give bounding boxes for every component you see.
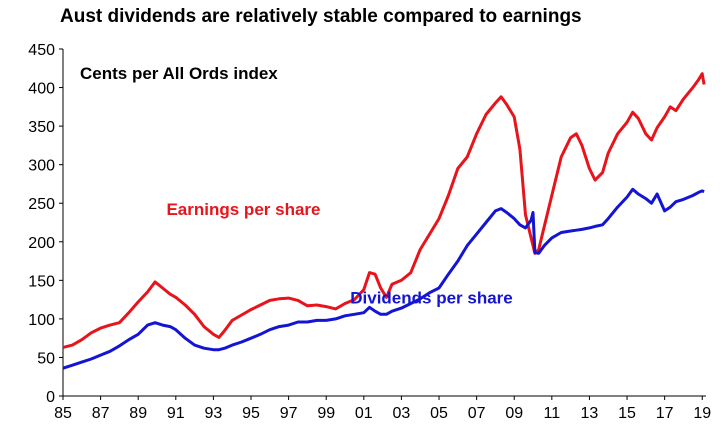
axes	[62, 49, 706, 397]
x-tick-label: 93	[205, 405, 223, 422]
x-tick-label: 91	[167, 405, 185, 422]
y-tick-label: 150	[28, 273, 55, 290]
series-line-dividends-per-share	[62, 187, 705, 370]
series-lines	[62, 72, 706, 370]
y-tick-label: 350	[28, 119, 55, 136]
y-tick-label: 400	[28, 81, 55, 98]
x-tick-label: 07	[468, 405, 486, 422]
y-tick-label: 200	[28, 235, 55, 252]
x-tick-label: 89	[129, 405, 147, 422]
chart-title: Aust dividends are relatively stable com…	[60, 6, 582, 27]
x-tick-label: 17	[656, 405, 674, 422]
x-tick-label: 95	[242, 405, 260, 422]
x-tick-label: 01	[355, 405, 373, 422]
x-tick-label: 99	[317, 405, 335, 422]
x-tick-label: 87	[92, 405, 110, 422]
y-tick-label: 0	[46, 389, 55, 406]
y-tick-label: 300	[28, 158, 55, 175]
x-tick-label: 15	[618, 405, 636, 422]
x-tick-label: 19	[693, 405, 711, 422]
y-tick-label: 50	[37, 350, 55, 367]
annotations: Earnings per share Dividends per share	[166, 200, 512, 308]
x-tick-label: 09	[505, 405, 523, 422]
y-tick-label: 450	[28, 42, 55, 59]
x-tick-label: 97	[280, 405, 298, 422]
x-tick-label: 05	[430, 405, 448, 422]
series-annotation: Earnings per share	[166, 200, 320, 219]
chart-inner-label: Cents per All Ords index	[80, 64, 278, 83]
x-tick-label: 11	[544, 405, 561, 422]
x-tick-label: 85	[54, 405, 72, 422]
x-axis-ticks: 85 87 89 91 93 95 97 99 01 03 05 07 09 11 13 15 17 19	[54, 396, 711, 422]
series-annotation: Dividends per share	[350, 288, 513, 307]
y-tick-label: 250	[28, 196, 55, 213]
y-tick-label: 100	[28, 312, 55, 329]
series-line-earnings-per-share	[62, 72, 706, 349]
y-axis-ticks: 0 50 100 150 200 250 300 350 400 450	[28, 42, 63, 406]
x-tick-label: 03	[393, 405, 411, 422]
x-tick-label: 13	[581, 405, 599, 422]
